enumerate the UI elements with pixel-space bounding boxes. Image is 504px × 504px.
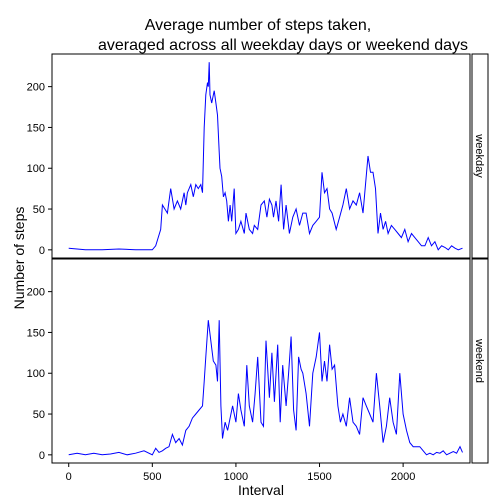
strip-weekday bbox=[471, 53, 489, 259]
y-tick-label-weekend-100: 100 bbox=[27, 368, 45, 380]
y-tick-label-weekend-150: 150 bbox=[27, 327, 45, 339]
y-tick-label-weekday-0: 0 bbox=[39, 245, 45, 257]
x-tick-label-1500: 1500 bbox=[307, 471, 331, 483]
y-tick-label-weekend-0: 0 bbox=[39, 450, 45, 462]
y-tick-label-weekday-150: 150 bbox=[27, 122, 45, 134]
x-axis-title: Interval bbox=[238, 482, 284, 498]
chart-title-line-1: Average number of steps taken, bbox=[145, 17, 372, 34]
y-tick-label-weekday-100: 100 bbox=[27, 163, 45, 175]
y-tick-label-weekday-50: 50 bbox=[33, 204, 45, 216]
strip-label-weekday: weekday bbox=[473, 133, 485, 178]
series-line-weekday bbox=[68, 62, 463, 251]
strip-weekend bbox=[471, 258, 489, 464]
strip-label-weekend: weekend bbox=[473, 338, 485, 383]
x-axis: 0 500 1000 1500 2000 bbox=[66, 463, 415, 483]
y-tick-label-weekday-200: 200 bbox=[27, 82, 45, 94]
x-tick-label-0: 0 bbox=[66, 471, 72, 483]
panel-weekend-border bbox=[51, 258, 471, 464]
panel-weekday: weekday 0 50 100 150 200 bbox=[27, 53, 489, 259]
y-axis-weekend: 0 50 100 150 200 bbox=[27, 287, 52, 462]
panel-weekday-border bbox=[51, 53, 471, 259]
y-axis-weekday: 0 50 100 150 200 bbox=[27, 82, 52, 257]
series-line-weekend bbox=[68, 320, 463, 456]
y-axis-title: Number of steps bbox=[11, 207, 27, 310]
chart-title-line-2: averaged across all weekday days or week… bbox=[98, 37, 468, 54]
y-tick-label-weekend-50: 50 bbox=[33, 409, 45, 421]
y-tick-label-weekend-200: 200 bbox=[27, 287, 45, 299]
panel-weekend: weekend 0 50 100 150 200 bbox=[27, 258, 489, 464]
x-tick-label-2000: 2000 bbox=[391, 471, 415, 483]
x-tick-label-1000: 1000 bbox=[224, 471, 248, 483]
x-tick-label-500: 500 bbox=[143, 471, 161, 483]
